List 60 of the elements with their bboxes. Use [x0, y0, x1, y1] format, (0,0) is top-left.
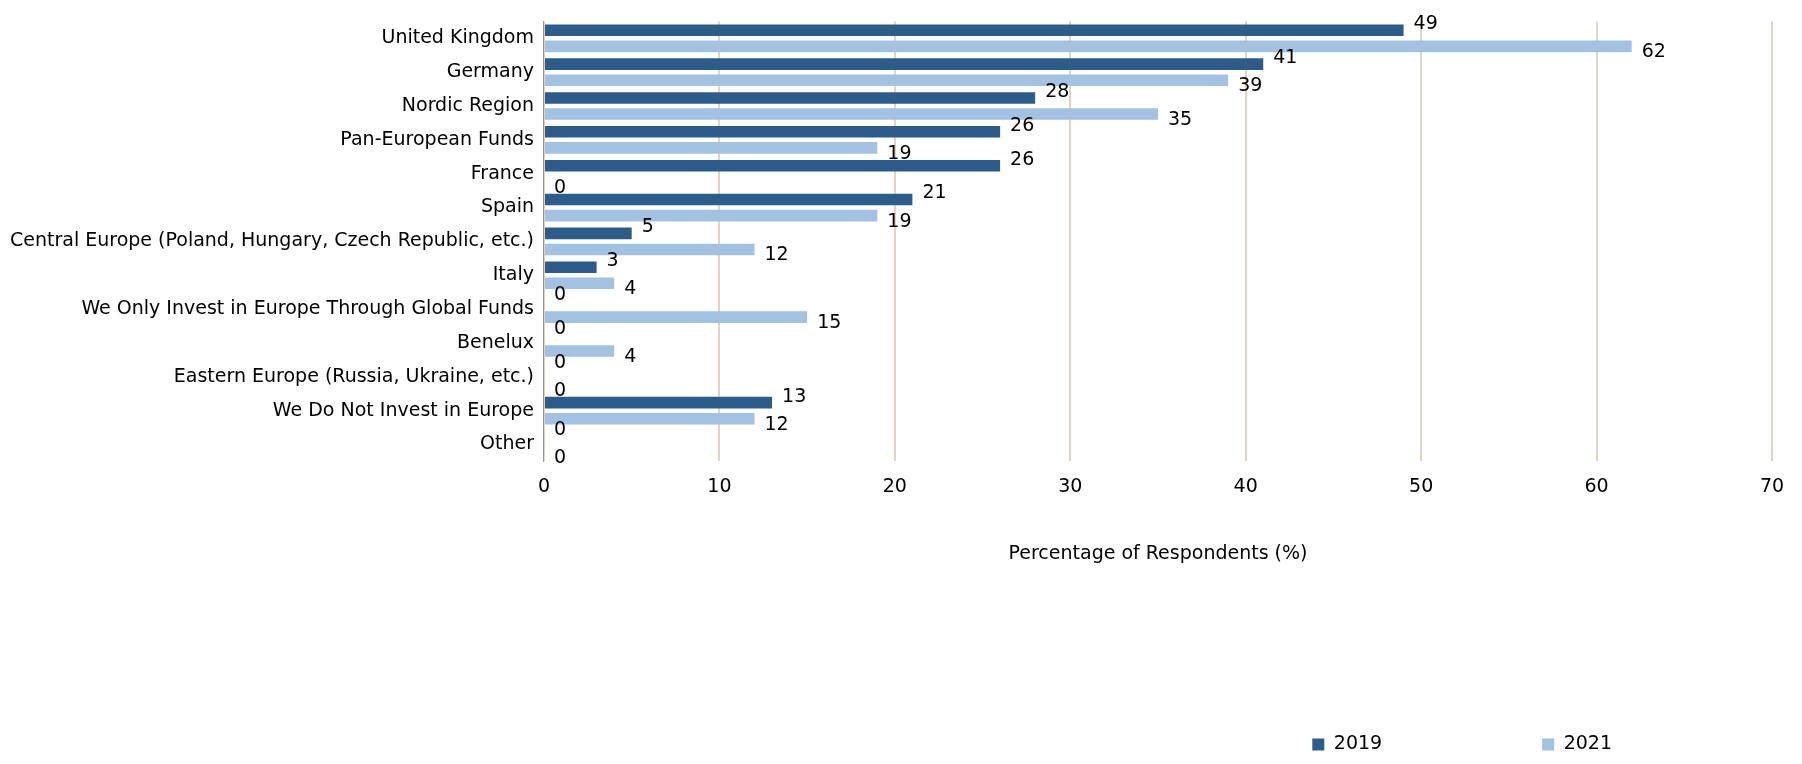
data-label: 19 [887, 140, 912, 163]
data-label: 62 [1641, 39, 1666, 62]
y-tick-label: We Do Not Invest in Europe [272, 397, 534, 420]
bar [544, 159, 1001, 172]
x-tick-label: 70 [1759, 473, 1785, 496]
y-tick-label: We Only Invest in Europe Through Global Funds [81, 296, 534, 319]
bar [544, 261, 597, 273]
y-tick-label: Germany [446, 59, 534, 82]
bar [544, 142, 878, 154]
y-tick-label: Eastern Europe (Russia, Ukraine, etc.) [173, 363, 534, 386]
x-tick-label: 10 [707, 473, 732, 496]
legend-label: 2021 [1563, 731, 1613, 754]
y-tick-label: Nordic Region [401, 92, 534, 115]
bar [544, 396, 773, 409]
data-label: 49 [1413, 11, 1438, 34]
x-axis-title: Percentage of Respondents (%) [1008, 540, 1308, 563]
x-tick-label: 50 [1409, 473, 1434, 496]
y-tick-label: Spain [480, 194, 534, 217]
data-label: 26 [1010, 112, 1035, 135]
data-label: 19 [887, 208, 912, 231]
bar [544, 92, 1036, 104]
data-label: 3 [606, 248, 619, 271]
data-label: 35 [1167, 106, 1193, 129]
x-tick-label: 20 [882, 473, 907, 496]
data-label: 0 [553, 315, 567, 338]
data-label: 4 [624, 343, 637, 366]
y-tick-label: Pan-European Funds [340, 126, 534, 149]
data-label: 41 [1273, 45, 1298, 68]
data-label: 15 [817, 310, 842, 333]
y-tick-label: United Kingdom [381, 25, 534, 48]
data-label: 13 [782, 383, 807, 406]
data-label: 26 [1010, 146, 1035, 169]
y-tick-label: Benelux [456, 329, 534, 352]
data-label: 21 [922, 180, 947, 203]
y-tick-label: Other [480, 431, 535, 454]
x-tick-label: 60 [1584, 473, 1609, 496]
data-label: 0 [553, 174, 567, 197]
data-label: 39 [1238, 73, 1263, 96]
x-tick-label: 0 [537, 473, 551, 496]
data-label: 0 [553, 281, 567, 304]
data-label: 12 [764, 242, 789, 265]
data-label: 28 [1045, 78, 1070, 101]
bar [544, 126, 1001, 138]
data-label: 0 [553, 445, 567, 468]
y-tick-label: Italy [492, 262, 534, 285]
x-tick-label: 40 [1233, 473, 1258, 496]
bar [544, 24, 1404, 37]
data-label: 0 [553, 417, 567, 440]
bar [544, 58, 1264, 70]
data-label: 12 [764, 411, 789, 434]
data-label: 0 [553, 377, 567, 400]
y-tick-label: Central Europe (Poland, Hungary, Czech Republic, etc.) [10, 228, 534, 251]
y-tick-label: France [470, 160, 534, 183]
bar [544, 193, 913, 206]
data-label: 0 [553, 349, 567, 372]
legend-label: 2019 [1333, 731, 1383, 754]
data-label: 5 [641, 214, 654, 237]
data-label: 4 [624, 276, 637, 299]
x-tick-label: 30 [1058, 473, 1083, 496]
bar [544, 227, 632, 240]
